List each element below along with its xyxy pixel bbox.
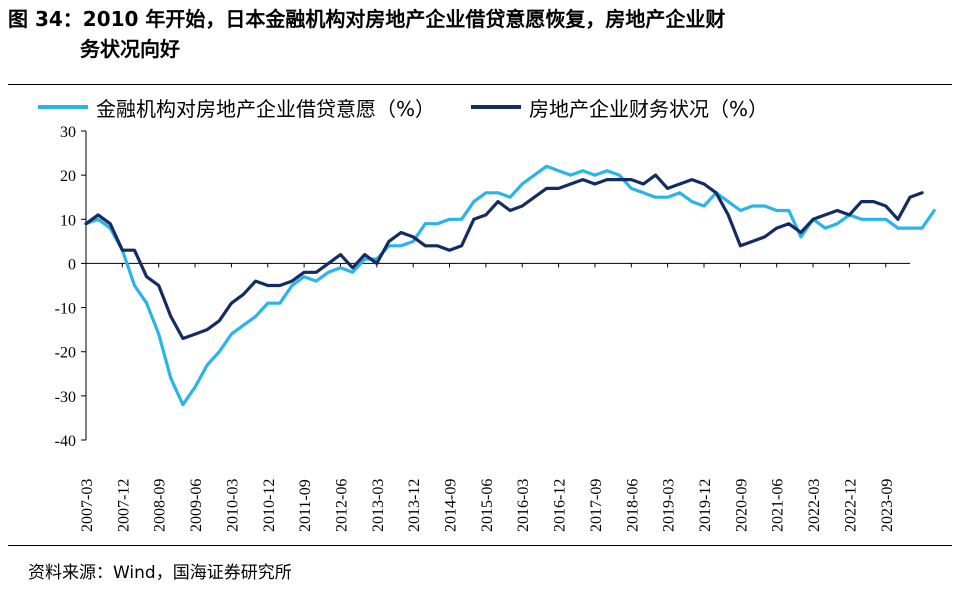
y-tick-label: 30 [60,124,76,141]
y-tick-label: -20 [55,345,76,362]
x-tick-label: 2016-03 [515,479,532,532]
x-tick-label: 2007-12 [115,479,132,532]
legend-label-financial: 房地产企业财务状况（%） [529,96,769,121]
x-tick-label: 2020-09 [733,479,750,532]
x-tick-label: 2022-03 [806,479,823,532]
x-tick-label: 2019-12 [697,479,714,532]
y-tick-label: 0 [68,256,76,273]
x-tick-label: 2007-03 [79,479,96,532]
x-tick-label: 2014-09 [443,479,460,532]
source-note: 资料来源：Wind，国海证券研究所 [28,563,292,583]
x-tick-label: 2022-12 [842,479,859,532]
x-tick-label: 2021-06 [770,479,787,532]
x-tick-label: 2013-12 [406,479,423,532]
legend-item-financial: 房地产企业财务状况（%） [471,93,768,122]
x-tick-label: 2018-06 [624,479,641,532]
x-tick-label: 2019-03 [661,479,678,532]
y-tick-label: -40 [55,433,76,450]
x-tick-label: 2016-12 [552,479,569,532]
legend-swatch-financial [471,105,522,109]
title-line-1: 图 34：2010 年开始，日本金融机构对房地产企业借贷意愿恢复，房地产企业财 [8,7,726,31]
x-tick-label: 2015-06 [479,479,496,532]
y-tick-label: 10 [60,212,76,229]
legend-label-lending: 金融机构对房地产企业借贷意愿（%） [96,96,436,121]
figure-title: 图 34：2010 年开始，日本金融机构对房地产企业借贷意愿恢复，房地产企业财 … [8,4,948,64]
x-tick-label: 2013-03 [370,479,387,532]
x-tick-label: 2012-06 [333,479,350,532]
x-tick-label: 2017-09 [588,479,605,532]
legend-item-lending: 金融机构对房地产企业借贷意愿（%） [38,93,435,122]
series-line-lending [84,164,936,407]
x-tick-label: 2010-12 [261,479,278,532]
x-tick-label: 2023-09 [879,479,896,532]
y-tick-label: -30 [55,389,76,406]
chart-legend: 金融机构对房地产企业借贷意愿（%） 房地产企业财务状况（%） [38,92,804,122]
x-tick-label: 2010-03 [224,479,241,532]
x-tick-label: 2011-09 [297,479,314,532]
y-tick-label: 20 [60,168,76,185]
title-divider [8,84,952,85]
x-tick-label: 2009-06 [188,479,205,532]
footer-divider [8,545,952,546]
title-line-2: 务状况向好 [80,37,180,61]
legend-swatch-lending [38,105,88,109]
y-tick-label: -10 [55,301,76,318]
x-tick-label: 2008-09 [152,479,169,532]
series-line-financial [84,173,924,341]
